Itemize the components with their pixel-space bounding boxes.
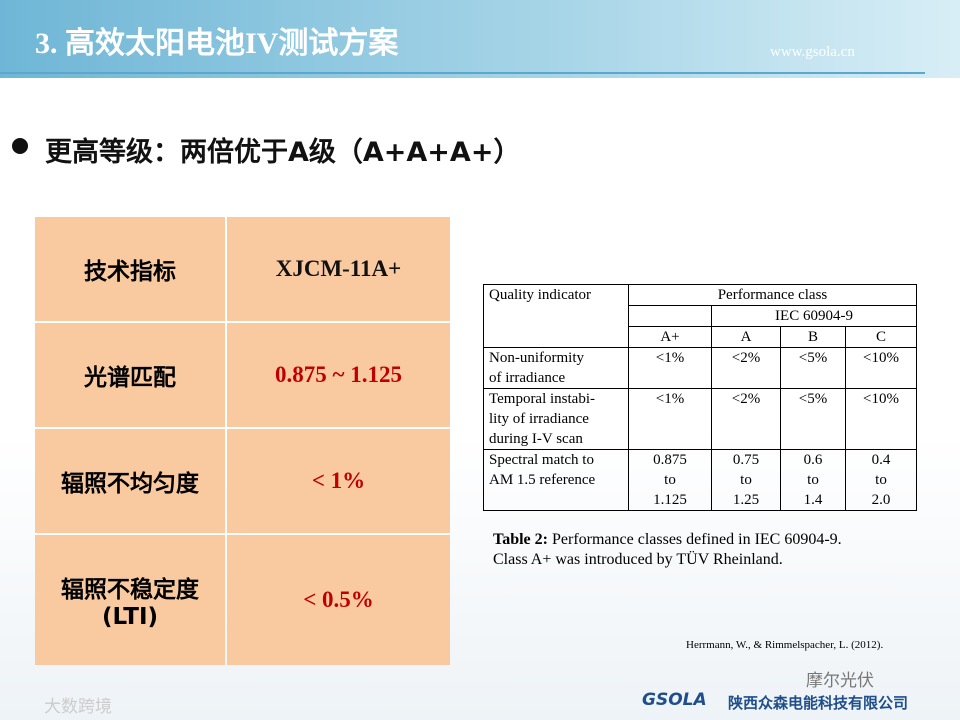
text-line: Spectral match to xyxy=(489,452,594,468)
value-text: < 1% xyxy=(311,468,366,493)
text-line: during I-V scan xyxy=(489,431,583,447)
text-line: of irradiance xyxy=(489,370,566,386)
company: 陕西众森电能科技有限公司 xyxy=(728,694,909,712)
text-line: 1.25 xyxy=(732,492,760,508)
cell: <10% xyxy=(845,388,917,450)
text-line: <5% xyxy=(798,350,828,366)
text-line: 0.6 xyxy=(803,452,823,468)
value-text: XJCM-11A+ xyxy=(275,256,402,281)
text-line: 技术指标 xyxy=(84,259,176,285)
source-watermark: 大数跨境 xyxy=(44,697,112,717)
text-line: to xyxy=(664,472,676,488)
bullet-dot xyxy=(12,138,28,154)
class-label: A+ xyxy=(660,329,680,345)
text-line: AM 1.5 reference xyxy=(489,472,596,488)
value-cell: < 1% xyxy=(227,429,450,533)
text-line: 0.875 xyxy=(653,452,687,468)
class-label: A xyxy=(740,329,752,345)
label-cell: 光谱匹配 xyxy=(35,323,225,427)
value-cell: 0.875 ~ 1.125 xyxy=(227,323,450,427)
row: Spectral match to AM 1.5 reference 0.875 to… xyxy=(483,449,917,511)
class-table: Quality indicator Performance class IEC 6… xyxy=(483,284,917,511)
cell: <10% xyxy=(845,347,917,389)
text-line: (LTI) xyxy=(101,604,159,630)
cell: 0.75 to 1.25 xyxy=(711,449,781,511)
cell xyxy=(628,305,712,327)
value-text: 0.875 ~ 1.125 xyxy=(275,362,402,387)
text-line: 0.75 xyxy=(732,452,760,468)
text-line: Temporal instabi- xyxy=(489,391,596,407)
header-text: Performance class xyxy=(717,287,828,303)
citation: Herrmann, W., & Rimmelspacher, L. (2012)… xyxy=(686,639,884,651)
text-line: 0.4 xyxy=(871,452,891,468)
cell: <2% xyxy=(711,347,781,389)
cell: <5% xyxy=(780,347,846,389)
text-line: to xyxy=(740,472,752,488)
bullet-text: 更高等级：两倍优于A级（A+A+A+） xyxy=(45,137,521,168)
header-rule xyxy=(0,72,925,74)
cell: <5% xyxy=(780,388,846,450)
cell: 0.4 to 2.0 xyxy=(845,449,917,511)
text-line: to xyxy=(807,472,819,488)
cell: Quality indicator xyxy=(483,284,629,348)
text-line: 1.125 xyxy=(653,492,687,508)
logo: GSOLA xyxy=(642,690,707,710)
text-line: <10% xyxy=(863,391,899,407)
cell: B xyxy=(780,326,846,348)
cell: A xyxy=(711,326,781,348)
cell: Temporal instabi-lity of irradiance durin… xyxy=(483,388,629,450)
cell: <2% xyxy=(711,388,781,450)
cell: Non-uniformity of irradiance xyxy=(483,347,629,389)
cell: A+ xyxy=(628,326,712,348)
cell: Spectral match to AM 1.5 reference xyxy=(483,449,629,511)
text-line: <10% xyxy=(863,350,899,366)
text-line: Non-uniformity xyxy=(489,350,584,366)
slide-title: 3. 高效太阳电池IV测试方案 xyxy=(35,27,399,60)
cell: 0.6 to 1.4 xyxy=(780,449,846,511)
class-label: C xyxy=(875,329,886,345)
cell: 0.875 to 1.125 xyxy=(628,449,712,511)
cell: Performance class xyxy=(628,284,917,306)
text-line: 辐照不稳定度 xyxy=(61,577,199,603)
url: www.gsola.cn xyxy=(770,44,855,60)
caption: Table 2: Performance classes defined in … xyxy=(493,530,842,570)
cell: C xyxy=(845,326,917,348)
cell: IEC 60904-9 xyxy=(711,305,917,327)
text-line: 2.0 xyxy=(871,492,891,508)
text-line: <2% xyxy=(731,391,761,407)
text-line: 1.4 xyxy=(803,492,823,508)
watermark: 摩尔光伏 xyxy=(806,671,874,691)
text-line: 辐照不均匀度 xyxy=(61,471,199,497)
label-cell: 技术指标 xyxy=(35,217,225,321)
cell: <1% xyxy=(628,347,712,389)
header-band xyxy=(0,0,960,78)
text-line: 光谱匹配 xyxy=(84,365,176,391)
text-line: <1% xyxy=(655,350,685,366)
label-cell: 辐照不稳定度 (LTI) xyxy=(35,535,225,665)
header-text: IEC 60904-9 xyxy=(775,308,853,324)
text-line: <1% xyxy=(655,391,685,407)
class-label: B xyxy=(807,329,818,345)
caption-line: Performance classes defined in IEC 60904… xyxy=(551,531,842,548)
text-line: lity of irradiance xyxy=(489,411,589,427)
text-line: to xyxy=(875,472,887,488)
row: Non-uniformity of irradiance <1% <2% <5% <10% xyxy=(483,347,917,389)
caption-line: Class A+ was introduced by TÜV Rheinland… xyxy=(493,551,783,568)
row: Temporal instabi-lity of irradiance durin… xyxy=(483,388,917,450)
text-line: <2% xyxy=(731,350,761,366)
label-cell: 辐照不均匀度 xyxy=(35,429,225,533)
cell: <1% xyxy=(628,388,712,450)
value-cell: < 0.5% xyxy=(227,535,450,665)
value-text: < 0.5% xyxy=(303,587,374,612)
caption-label: Table 2: xyxy=(493,531,548,548)
value-cell: XJCM-11A+ xyxy=(227,217,450,321)
header-text: Quality indicator xyxy=(489,287,592,303)
text-line: <5% xyxy=(798,391,828,407)
